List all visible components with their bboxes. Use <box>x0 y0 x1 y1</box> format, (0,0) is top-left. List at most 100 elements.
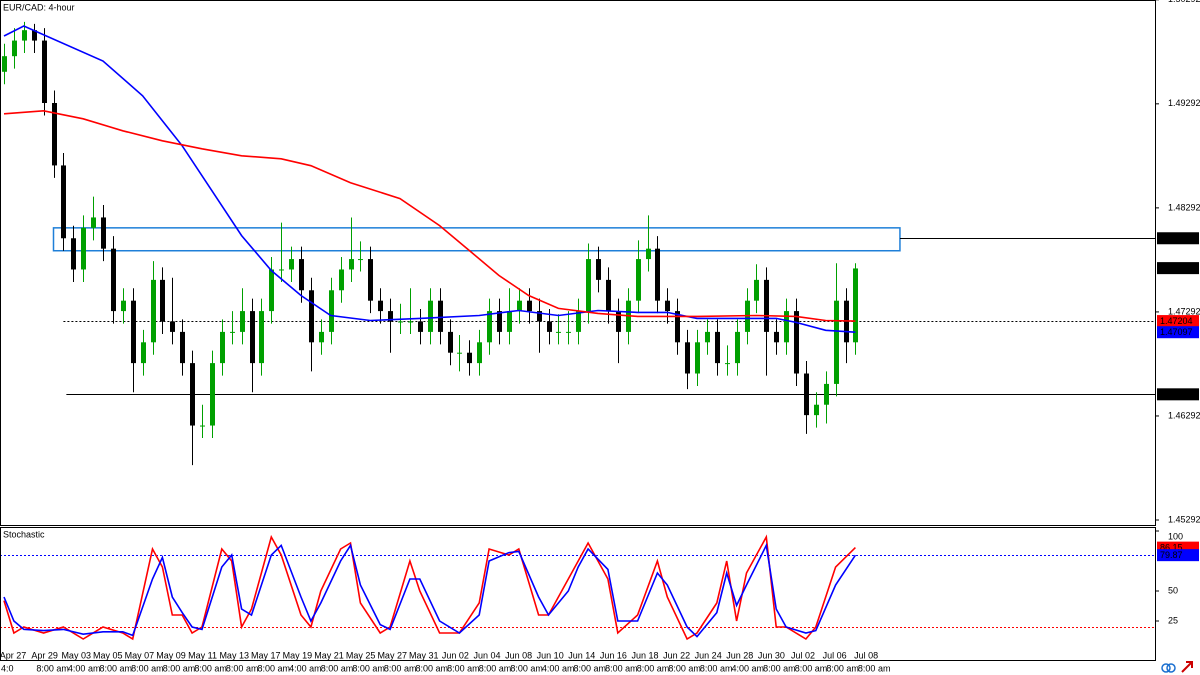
x-date-label: May 05 <box>93 650 123 660</box>
candle-body <box>646 248 651 260</box>
x-date-label: May 21 <box>314 650 344 660</box>
x-date-label: Jun 22 <box>663 650 690 660</box>
candle-body <box>200 425 205 427</box>
candle-body <box>537 311 542 322</box>
price-tag-bg <box>1157 326 1199 339</box>
x-date-label: May 25 <box>346 650 376 660</box>
x-date-label: Apr 29 <box>31 650 58 660</box>
x-time-label: 8:00 am <box>321 663 354 673</box>
candle-body <box>190 363 195 426</box>
candle-body <box>358 259 363 261</box>
candle-body <box>131 300 136 364</box>
y-tick-label: 1.47292 <box>1168 306 1200 316</box>
candle-body <box>764 279 769 332</box>
candle-body <box>349 259 354 270</box>
candle-body <box>269 269 274 312</box>
main-pane-border <box>0 0 1156 526</box>
stochastic-line <box>3 534 856 641</box>
y-tick-label: 1.49292 <box>1168 98 1200 108</box>
candle-body <box>834 300 839 384</box>
candle-body <box>22 30 27 41</box>
x-time-label: 4:00 am <box>68 663 101 673</box>
candle-body <box>398 321 403 323</box>
candle-body <box>230 331 235 333</box>
x-date-label: Jun 24 <box>695 650 722 660</box>
candle-body <box>804 373 809 416</box>
moving-average <box>3 109 856 322</box>
x-time-label: 4:00 am <box>289 663 322 673</box>
y-tick-label: 1.45292 <box>1168 514 1200 524</box>
x-time-label: 8:00 am <box>858 663 891 673</box>
candle-body <box>448 331 453 353</box>
x-time-label: 4:0 <box>1 663 14 673</box>
candle-body <box>81 227 86 270</box>
candle-body <box>408 321 413 323</box>
y-tick-label: 1.48292 <box>1168 202 1200 212</box>
candle-body <box>675 311 680 343</box>
candle-body <box>329 290 334 332</box>
candle-body <box>378 300 383 312</box>
pane-title: Stochastic <box>3 529 45 539</box>
x-time-label: 4:00 am <box>542 663 575 673</box>
candle-body <box>210 363 215 426</box>
candle-body <box>170 321 175 332</box>
x-time-label: 8:00 am <box>605 663 638 673</box>
x-date-label: Jun 28 <box>726 650 753 660</box>
candle-body <box>814 404 819 416</box>
candle-body <box>368 259 373 301</box>
status-icons <box>1161 661 1193 673</box>
price-tag: 79.87 <box>1160 550 1183 560</box>
candle-body <box>596 259 601 280</box>
connection-icon <box>1166 663 1176 673</box>
candle-body <box>665 300 670 312</box>
price-tag: 1.46500 <box>1160 389 1193 399</box>
candle-body <box>774 331 779 343</box>
candle-body <box>507 311 512 332</box>
candle-body <box>695 342 700 374</box>
zone-box <box>52 227 901 252</box>
candle-body <box>636 259 641 301</box>
x-time-label: 8:00 am <box>226 663 259 673</box>
candle-body <box>418 321 423 332</box>
candle-body <box>2 56 7 72</box>
candle-body <box>121 300 126 312</box>
candle-body <box>309 290 314 343</box>
x-time-label: 8:00 am <box>574 663 607 673</box>
x-date-label: May 09 <box>156 650 186 660</box>
candle-body <box>477 342 482 364</box>
connection-icon <box>1161 663 1171 673</box>
candle-body <box>141 342 146 364</box>
y-tick-label: 50 <box>1168 585 1178 595</box>
price-tag-bg <box>1157 388 1199 401</box>
candle-body <box>259 311 264 364</box>
candle-body <box>556 331 561 333</box>
candle-body <box>527 300 532 312</box>
candle-body <box>61 165 66 239</box>
x-date-label: Jun 16 <box>600 650 627 660</box>
candle-body <box>289 259 294 270</box>
x-date-label: Jul 08 <box>854 650 878 660</box>
candle-body <box>725 363 730 365</box>
candle-body <box>279 269 284 271</box>
y-tick-label: 1.46292 <box>1168 410 1200 420</box>
x-time-label: 8:00 am <box>36 663 69 673</box>
price-tag: 1.47204 <box>1160 316 1193 326</box>
candle-body <box>754 279 759 301</box>
x-date-label: Jun 04 <box>473 650 500 660</box>
x-time-label: 8:00 am <box>194 663 227 673</box>
candle-body <box>91 217 96 228</box>
moving-average <box>3 25 856 333</box>
y-tick-label: 1.50292 <box>1168 0 1200 4</box>
main-plot <box>2 21 1155 466</box>
candle-body <box>616 311 621 332</box>
price-tag-bg <box>1157 232 1199 245</box>
x-date-label: May 03 <box>61 650 91 660</box>
x-date-label: May 27 <box>377 650 407 660</box>
candle-body <box>576 311 581 332</box>
x-date-label: Jul 06 <box>823 650 847 660</box>
candle-body <box>517 300 522 312</box>
candle-body <box>250 311 255 364</box>
candle-body <box>220 331 225 364</box>
x-time-label: 4:00 am <box>732 663 765 673</box>
